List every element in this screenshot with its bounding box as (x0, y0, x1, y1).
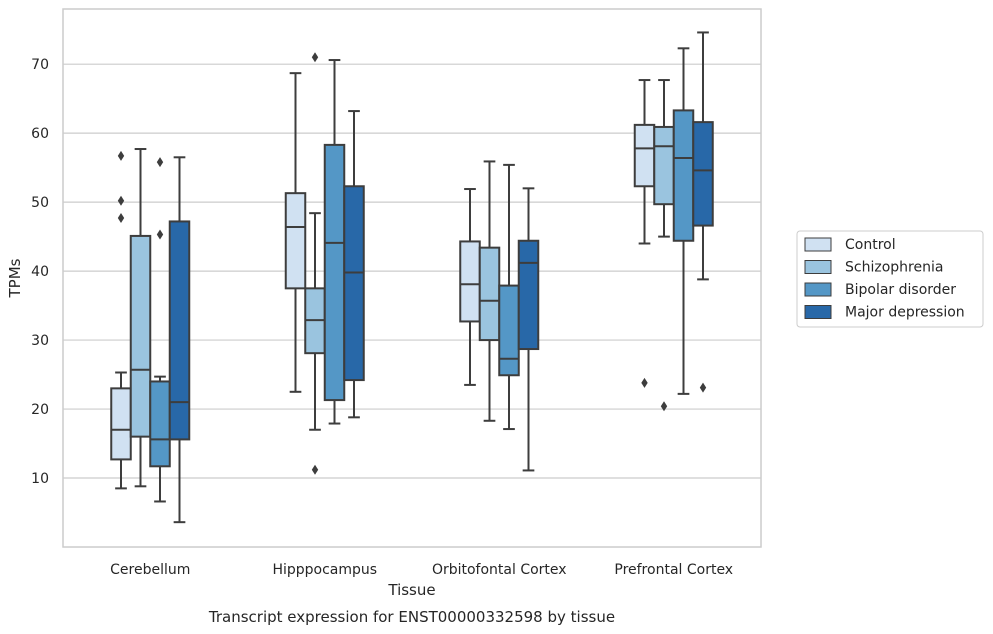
box-schizophrenia (653, 79, 675, 412)
box-schizophrenia (478, 160, 501, 422)
box-bipolar-disorder (672, 47, 695, 395)
chart-caption: Transcript expression for ENST0000033259… (208, 608, 615, 626)
plot-frame (62, 8, 762, 548)
legend-item: Bipolar disorder (804, 282, 956, 298)
outlier-point (311, 464, 319, 475)
box-iqr (498, 284, 520, 377)
y-axis-label: TPMs (6, 258, 24, 298)
outlier-point (641, 377, 648, 388)
outlier-point (699, 382, 707, 393)
legend-frame (796, 230, 984, 328)
legend-swatch (804, 282, 832, 297)
x-axis-label: Tissue (387, 581, 435, 599)
plot-area (110, 31, 714, 524)
legend-swatch (804, 260, 832, 274)
box-major-depression (692, 31, 714, 393)
box-control (284, 72, 307, 393)
y-tick-label: 50 (31, 195, 49, 211)
outlier-point (117, 195, 125, 206)
y-tick-label: 40 (31, 264, 49, 280)
y-tick-label: 20 (31, 402, 49, 418)
outlier-point (117, 150, 125, 161)
box-iqr (517, 239, 540, 351)
box-iqr (323, 143, 346, 402)
box-iqr (149, 380, 171, 468)
legend-label: Bipolar disorder (845, 282, 956, 298)
box-major-depression (343, 110, 365, 419)
outlier-point (156, 157, 164, 168)
box-iqr (168, 220, 191, 441)
legend-item: Schizophrenia (804, 260, 943, 276)
box-iqr (692, 121, 714, 227)
outlier-point (660, 401, 668, 412)
legend-label: Control (845, 237, 896, 253)
box-schizophrenia (304, 52, 326, 475)
legend: Control Schizophrenia Bipolar disorder Majo… (796, 230, 984, 328)
box-major-depression (168, 156, 191, 524)
legend-label: Major depression (845, 305, 965, 321)
y-tick-label: 60 (31, 126, 49, 142)
x-tick-label: Hipppocampus (272, 562, 377, 578)
y-tick-label: 70 (31, 57, 49, 73)
box-iqr (478, 246, 501, 342)
box-iqr (459, 240, 481, 323)
box-iqr (284, 192, 307, 290)
box-iqr (343, 185, 365, 382)
x-tick-label: Prefrontal Cortex (614, 562, 733, 578)
outlier-point (311, 52, 319, 63)
x-tick-label: Cerebellum (110, 562, 190, 578)
y-axis-ticks: 10 20 30 40 50 60 70 (31, 57, 49, 487)
legend-item: Control (804, 237, 896, 253)
box-major-depression (517, 187, 540, 472)
legend-swatch (804, 305, 832, 319)
legend-item: Major depression (804, 305, 965, 321)
y-tick-label: 10 (31, 471, 49, 487)
box-control (110, 150, 132, 490)
box-schizophrenia (129, 148, 152, 488)
x-tick-label: Orbitofontal Cortex (432, 562, 567, 578)
legend-label: Schizophrenia (845, 260, 943, 276)
box-iqr (633, 123, 656, 188)
outlier-point (156, 229, 164, 240)
box-iqr (129, 234, 152, 438)
legend-swatch (804, 237, 832, 252)
box-iqr (653, 125, 675, 206)
box-iqr (672, 109, 695, 242)
x-axis-ticks: Cerebellum Hipppocampus Orbitofontal Corte… (110, 562, 733, 578)
outlier-point (117, 212, 125, 223)
y-tick-label: 30 (31, 333, 49, 349)
box-iqr (110, 387, 132, 461)
